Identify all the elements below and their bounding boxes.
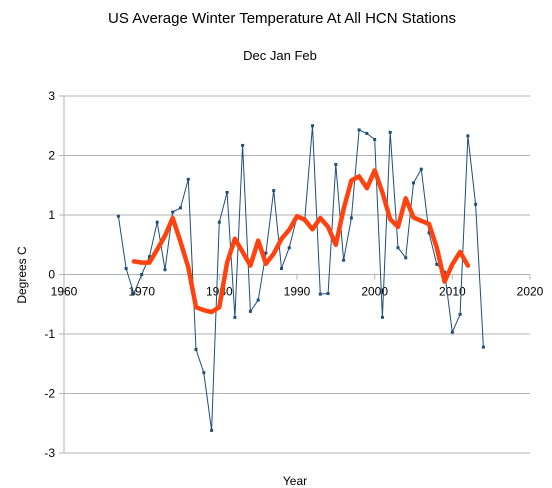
annual-point <box>256 298 260 302</box>
annual-point <box>147 255 151 259</box>
x-tick-labels: 1960 1970 1980 1990 2000 2010 2020 <box>51 285 544 299</box>
annual-point <box>349 216 353 220</box>
annual-point <box>311 124 315 128</box>
chart-subtitle: Dec Jan Feb <box>243 48 317 63</box>
annual-point <box>217 220 221 224</box>
smoothed-series-line <box>131 168 471 315</box>
annual-point <box>225 190 229 194</box>
y-tick-labels: -3 -2 -1 0 1 2 3 <box>44 89 55 460</box>
annual-point <box>163 268 167 272</box>
annual-point <box>357 128 361 132</box>
annual-point <box>264 251 268 255</box>
x-axis-label: Year <box>283 474 307 488</box>
y-tick-label: 2 <box>48 149 55 163</box>
axes <box>59 95 531 454</box>
y-axis-label: Degrees C <box>15 246 29 304</box>
annual-point <box>334 162 338 166</box>
annual-point <box>272 189 276 193</box>
annual-point <box>435 262 439 266</box>
annual-point <box>202 371 206 375</box>
y-tick-label: 0 <box>48 268 55 282</box>
annual-point <box>474 202 478 206</box>
annual-point <box>380 315 384 319</box>
annual-point <box>326 292 330 296</box>
annual-point <box>194 347 198 351</box>
annual-point <box>419 167 423 171</box>
annual-point <box>466 134 470 138</box>
x-tick-label: 2020 <box>517 285 544 299</box>
x-tick-label: 1990 <box>284 285 311 299</box>
annual-point <box>450 330 454 334</box>
y-tick-label: -2 <box>44 387 55 401</box>
annual-point <box>116 214 120 218</box>
x-tick-label: 1970 <box>128 285 155 299</box>
x-tick-label: 2000 <box>361 285 388 299</box>
annual-point <box>373 137 377 141</box>
annual-point <box>388 130 392 134</box>
annual-point <box>342 258 346 262</box>
annual-point <box>279 267 283 271</box>
annual-point <box>132 292 136 296</box>
annual-point <box>248 309 252 313</box>
y-tick-label: 3 <box>48 89 55 103</box>
annual-point <box>404 256 408 260</box>
annual-point <box>233 315 237 319</box>
annual-point <box>155 220 159 224</box>
annual-point <box>179 206 182 210</box>
series-layer <box>116 124 485 432</box>
x-tick-label: 1980 <box>206 285 233 299</box>
annual-point <box>481 345 485 349</box>
annual-series-line <box>117 125 484 431</box>
annual-point <box>318 292 322 296</box>
annual-point <box>186 177 190 181</box>
annual-point <box>287 246 291 250</box>
annual-point <box>124 267 128 271</box>
annual-point <box>210 428 214 432</box>
annual-point <box>396 246 400 250</box>
y-tick-label: -3 <box>44 446 55 460</box>
annual-point <box>365 131 369 135</box>
annual-point <box>140 273 144 276</box>
x-tick-label: 2010 <box>439 285 466 299</box>
annual-point <box>171 210 175 214</box>
annual-point <box>458 312 462 316</box>
y-tick-label: 1 <box>48 208 55 222</box>
annual-point <box>412 181 415 185</box>
annual-point <box>427 231 431 235</box>
chart-title: US Average Winter Temperature At All HCN… <box>108 10 456 27</box>
x-tick-label: 1960 <box>51 285 78 299</box>
y-tick-label: -1 <box>44 327 55 341</box>
annual-point <box>241 143 245 147</box>
